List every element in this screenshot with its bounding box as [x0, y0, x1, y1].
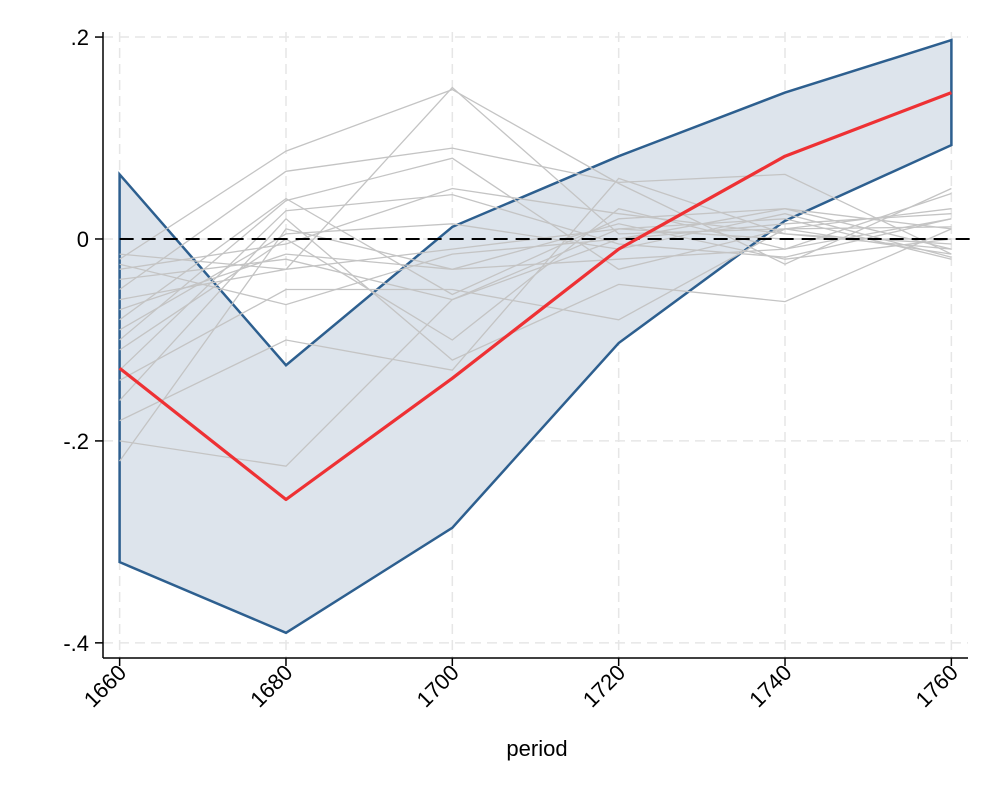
background-series-line-12	[119, 208, 952, 467]
axes	[102, 32, 968, 659]
background-series-line-5	[119, 217, 952, 401]
y-tick-label-0: .2	[71, 25, 89, 50]
y-tick-label-1: 0	[77, 227, 89, 252]
confidence-band-area	[118, 38, 953, 635]
background-series-line-1	[119, 147, 952, 291]
background-series-line-15	[119, 223, 952, 311]
background-series-line-17	[119, 226, 952, 381]
confidence-band	[118, 38, 953, 635]
main-series-line	[118, 91, 952, 502]
y-tick-label-3: -.4	[63, 631, 89, 656]
background-series-line-16	[119, 213, 952, 331]
background-series-line-2	[119, 197, 952, 321]
y-axis-ticks: .2 0 -.2 -.4	[63, 25, 103, 656]
background-series-line-11	[119, 177, 952, 422]
x-axis-title: period	[506, 736, 567, 761]
background-series-line-0	[119, 88, 952, 265]
background-series-line-4	[119, 193, 952, 371]
background-series-line-14	[119, 187, 952, 270]
y-tick-label-2: -.2	[63, 429, 89, 454]
main-series	[118, 91, 952, 502]
